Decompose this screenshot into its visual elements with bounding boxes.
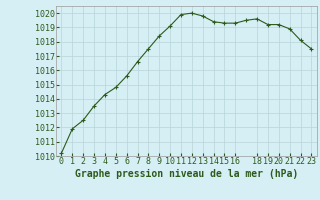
X-axis label: Graphe pression niveau de la mer (hPa): Graphe pression niveau de la mer (hPa)	[75, 169, 298, 179]
